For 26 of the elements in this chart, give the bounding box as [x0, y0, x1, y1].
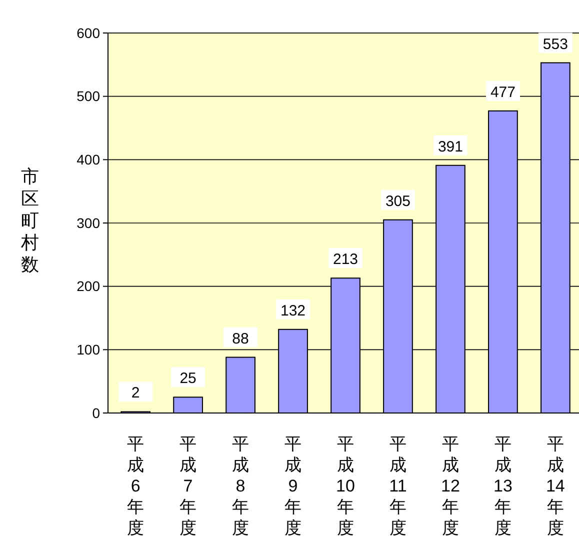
y-tick-label: 400	[76, 152, 100, 168]
y-axis-title: 市区町村数	[20, 166, 39, 274]
x-tick-label: 平成8年度	[232, 434, 250, 538]
x-tick-label: 平成9年度	[284, 434, 302, 538]
data-label: 132	[280, 302, 306, 320]
data-label: 213	[332, 251, 358, 268]
data-label: 477	[490, 84, 516, 101]
y-tick-label: 200	[76, 278, 100, 294]
data-label: 391	[438, 138, 463, 156]
x-tick-label: 平成12年度	[441, 434, 460, 538]
x-tick-label: 平成7年度	[180, 434, 197, 538]
x-tick-label: 平成10年度	[336, 434, 355, 538]
data-label: 2	[131, 384, 140, 402]
data-label: 305	[385, 192, 410, 210]
x-tick-label: 平成14年度	[546, 434, 565, 538]
y-tick-label: 600	[76, 24, 100, 41]
y-tick-label: 500	[76, 88, 100, 104]
data-label: 553	[542, 36, 568, 53]
y-tick-label: 300	[76, 214, 100, 231]
y-tick-label: 100	[76, 342, 100, 358]
x-tick-label: 平成6年度	[127, 434, 144, 538]
x-tick-label: 平成13年度	[494, 434, 512, 538]
data-label: 25	[180, 370, 196, 388]
x-tick-label: 平成11年度	[389, 434, 407, 538]
data-label: 88	[232, 330, 249, 348]
y-tick-label: 0	[92, 404, 100, 421]
